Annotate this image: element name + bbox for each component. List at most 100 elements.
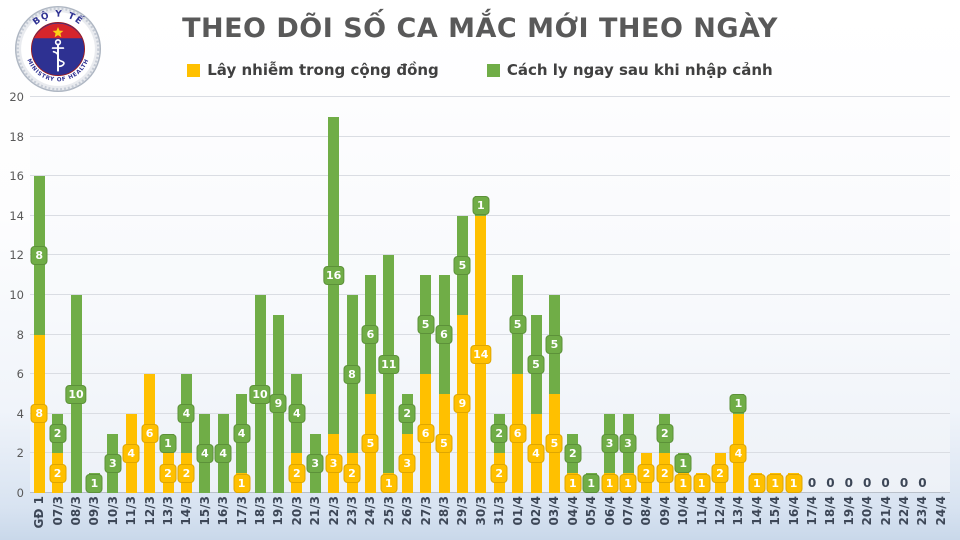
value-label-badge: 8 xyxy=(343,364,361,384)
x-axis-label: 21/3 xyxy=(308,496,323,526)
x-axis-label: 22/4 xyxy=(897,496,911,526)
x-axis-label: 16/3 xyxy=(216,496,231,526)
x-axis-label: 02/4 xyxy=(529,496,543,526)
value-label-badge: 1 xyxy=(693,473,711,493)
value-label-badge: 2 xyxy=(637,463,655,483)
value-label-badge: 3 xyxy=(306,453,324,473)
gridline xyxy=(30,135,950,137)
x-axis-label: 09/4 xyxy=(657,496,672,526)
x-axis-label: 11/4 xyxy=(694,496,709,526)
x-axis-label: 04/4 xyxy=(565,496,580,526)
x-axis-label: 05/4 xyxy=(584,496,599,526)
legend-swatch-quarantine-icon xyxy=(486,63,500,77)
value-label-badge: 2 xyxy=(656,424,674,444)
zero-value-label: 0 xyxy=(844,476,853,490)
legend-label-quarantine: Cách ly ngay sau khi nhập cảnh xyxy=(506,61,773,79)
x-axis-label: GĐ 1 xyxy=(32,496,47,529)
plot-area: 8 8 2 2 10 1 3 4 6 2 1 2 4 4 4 1 4 10 9 2 4 3 3 16 2 8 5 6 1 11 3 2 6 5 5 6… xyxy=(30,96,950,493)
value-label-badge: 4 xyxy=(527,443,545,463)
value-label-badge: 8 xyxy=(30,245,48,265)
y-axis-tick-label: 8 xyxy=(16,327,24,342)
x-axis-label: 09/3 xyxy=(87,496,102,526)
x-axis-label: 17/3 xyxy=(234,496,249,526)
value-label-badge: 2 xyxy=(490,463,508,483)
x-axis-label: 26/3 xyxy=(400,496,415,526)
x-axis-label: 14/4 xyxy=(749,496,764,526)
x-axis-label: 29/3 xyxy=(455,496,470,526)
x-axis-label: 13/4 xyxy=(731,496,746,526)
value-label-badge: 1 xyxy=(472,196,490,216)
value-label-badge: 1 xyxy=(159,434,177,453)
value-label-badge: 10 xyxy=(65,384,87,404)
x-axis-label: 10/4 xyxy=(676,496,691,526)
value-label-badge: 1 xyxy=(766,473,784,493)
y-axis-tick-label: 12 xyxy=(9,248,24,263)
legend-swatch-community-icon xyxy=(187,63,201,77)
gridline xyxy=(30,373,950,375)
x-axis-label: 06/4 xyxy=(602,496,617,526)
value-label-badge: 5 xyxy=(361,434,379,453)
value-label-badge: 4 xyxy=(233,424,251,444)
value-label-badge: 1 xyxy=(380,473,398,493)
x-axis-label: 30/3 xyxy=(473,496,488,526)
x-axis-label: 10/3 xyxy=(105,496,120,526)
x-axis-label: 31/3 xyxy=(492,496,507,526)
y-axis-tick-label: 16 xyxy=(9,169,24,184)
value-label-badge: 8 xyxy=(30,404,48,424)
value-label-badge: 1 xyxy=(785,473,803,493)
x-axis-label: 20/4 xyxy=(860,496,875,526)
value-label-badge: 1 xyxy=(601,473,619,493)
x-axis-label: 19/4 xyxy=(841,496,856,526)
value-label-badge: 2 xyxy=(49,463,67,483)
x-axis-label: 22/3 xyxy=(326,496,341,526)
gridline xyxy=(30,412,950,414)
zero-value-label: 0 xyxy=(807,476,817,490)
value-label-badge: 2 xyxy=(288,463,306,483)
value-label-badge: 2 xyxy=(711,463,729,483)
value-label-badge: 1 xyxy=(233,473,251,493)
legend-label-community: Lây nhiễm trong cộng đồng xyxy=(207,61,439,79)
value-label-badge: 3 xyxy=(398,453,416,473)
x-axis-label: 12/4 xyxy=(713,496,727,526)
value-label-badge: 4 xyxy=(288,404,306,424)
x-axis-line xyxy=(30,492,950,493)
value-label-badge: 5 xyxy=(527,354,545,374)
zero-value-label: 0 xyxy=(881,476,890,490)
logo-star-icon xyxy=(52,27,64,38)
x-axis-label: 03/4 xyxy=(547,496,562,526)
x-axis-label: 25/3 xyxy=(381,496,396,526)
value-label-badge: 2 xyxy=(564,443,582,463)
x-axis-label: 23/4 xyxy=(915,496,930,526)
value-label-badge: 4 xyxy=(196,443,214,463)
value-label-badge: 5 xyxy=(453,255,471,275)
gridline xyxy=(30,175,950,177)
value-label-badge: 3 xyxy=(601,434,619,453)
value-label-badge: 6 xyxy=(141,424,159,444)
x-axis-label: 07/4 xyxy=(621,496,635,526)
x-axis-label: 17/4 xyxy=(805,496,819,526)
y-axis-tick-label: 20 xyxy=(9,90,24,104)
y-axis-tick-label: 4 xyxy=(16,406,24,421)
x-axis-label: 18/4 xyxy=(823,496,838,526)
x-axis-label: 20/3 xyxy=(289,496,304,526)
zero-value-label: 0 xyxy=(918,476,927,490)
x-axis-label: 08/3 xyxy=(69,496,83,526)
value-label-badge: 3 xyxy=(104,453,122,473)
zero-value-label: 0 xyxy=(863,476,872,490)
x-axis-label: 14/3 xyxy=(179,496,194,526)
y-axis-tick-label: 2 xyxy=(16,446,24,461)
gridline xyxy=(30,214,950,216)
value-label-badge: 1 xyxy=(582,473,600,493)
ministry-of-health-logo: BỘ Y TẾ MINISTRY OF HEALTH xyxy=(14,5,102,93)
value-label-badge: 2 xyxy=(656,463,674,483)
x-axis-label: 01/4 xyxy=(510,496,525,526)
value-label-badge: 2 xyxy=(490,424,508,444)
value-label-badge: 9 xyxy=(269,394,287,414)
gridline xyxy=(30,452,950,454)
x-axis-label: 27/3 xyxy=(418,496,433,526)
y-axis-tick-label: 14 xyxy=(9,208,24,223)
x-axis-label: 18/3 xyxy=(253,496,267,526)
value-label-badge: 1 xyxy=(674,473,692,493)
value-label-badge: 4 xyxy=(177,404,195,424)
